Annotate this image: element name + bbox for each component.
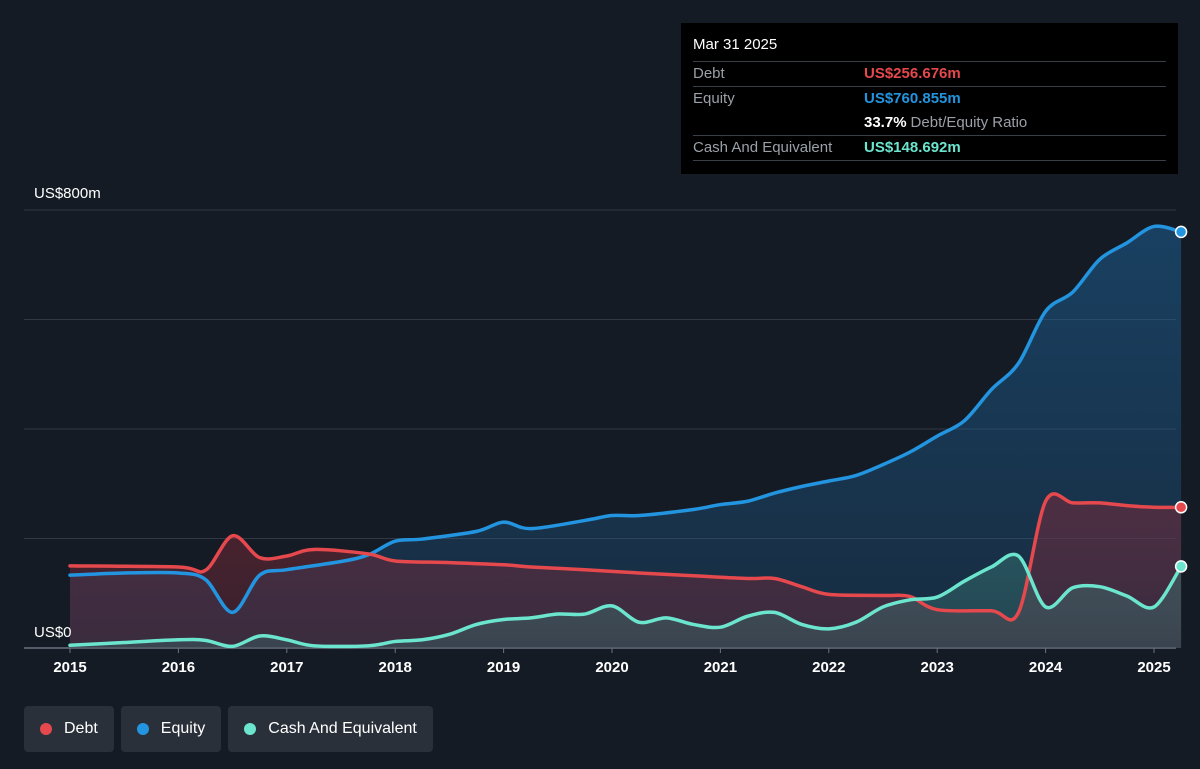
tooltip-debt-value: US$256.676m: [864, 65, 961, 82]
tooltip-ratio-value: 33.7%: [864, 114, 907, 131]
tooltip-ratio-label: Debt/Equity Ratio: [910, 114, 1028, 131]
legend-label-debt: Debt: [64, 720, 98, 737]
legend-dot-cash: [244, 723, 257, 735]
line-equity: [68, 224, 1183, 615]
tooltip-equity-row: Equity US$760.855m: [693, 86, 1166, 111]
line-cash: [68, 552, 1183, 649]
legend-label-equity: Equity: [160, 720, 206, 737]
x-tick-label: 2016: [162, 659, 195, 676]
series-lines: [68, 224, 1183, 649]
tooltip-ratio-row: 33.7% Debt/Equity Ratio: [693, 111, 1166, 135]
x-tick-label: 2024: [1029, 659, 1063, 676]
y-tick-label: US$0: [34, 624, 72, 641]
legend-item-equity[interactable]: Equity: [120, 706, 222, 752]
tooltip-equity-label: Equity: [693, 90, 735, 107]
legend-item-debt[interactable]: Debt: [24, 706, 114, 752]
y-tick-label: US$800m: [34, 185, 101, 202]
area-equity: [70, 226, 1182, 648]
tooltip-cash-label: Cash And Equivalent: [693, 139, 833, 156]
tooltip-cash-value: US$148.692m: [864, 139, 961, 156]
x-tick-label: 2019: [487, 659, 520, 676]
area-cash: [70, 554, 1182, 648]
end-point-debt: [1174, 501, 1188, 514]
legend: Debt Equity Cash And Equivalent: [24, 706, 433, 752]
tooltip-date: Mar 31 2025: [693, 36, 778, 53]
tooltip-equity-value: US$760.855m: [864, 90, 961, 107]
axis-labels: US$800m US$0 2015 2016 2017 2018 2019 2020 2021 2…: [34, 185, 1171, 676]
x-tick-label: 2022: [812, 659, 845, 676]
x-tick-label: 2018: [379, 659, 412, 676]
tooltip-debt-label: Debt: [693, 65, 725, 82]
x-tick-label: 2021: [704, 659, 737, 676]
legend-label-cash: Cash And Equivalent: [268, 720, 417, 737]
line-debt: [68, 492, 1183, 622]
end-point-equity: [1174, 225, 1188, 239]
legend-item-cash[interactable]: Cash And Equivalent: [228, 706, 433, 752]
tooltip-cash-row: Cash And Equivalent US$148.692m: [693, 135, 1166, 161]
x-tick-label: 2023: [921, 659, 954, 676]
end-point-cash: [1174, 560, 1188, 573]
x-tick-label: 2017: [270, 659, 303, 676]
legend-dot-debt: [40, 723, 52, 735]
series-end-points: [1174, 225, 1188, 573]
tooltip-panel: Mar 31 2025 Debt US$256.676m Equity US$7…: [681, 23, 1178, 174]
series-areas: [70, 226, 1182, 648]
tooltip-debt-row: Debt US$256.676m: [693, 61, 1166, 86]
chart-area: US$800m US$0 2015 2016 2017 2018 2019 2020 2021 2…: [24, 185, 1188, 676]
legend-dot-equity: [136, 723, 149, 735]
x-tick-label: 2020: [595, 659, 628, 676]
x-tick-label: 2025: [1137, 659, 1170, 676]
x-tick-label: 2015: [53, 659, 86, 676]
